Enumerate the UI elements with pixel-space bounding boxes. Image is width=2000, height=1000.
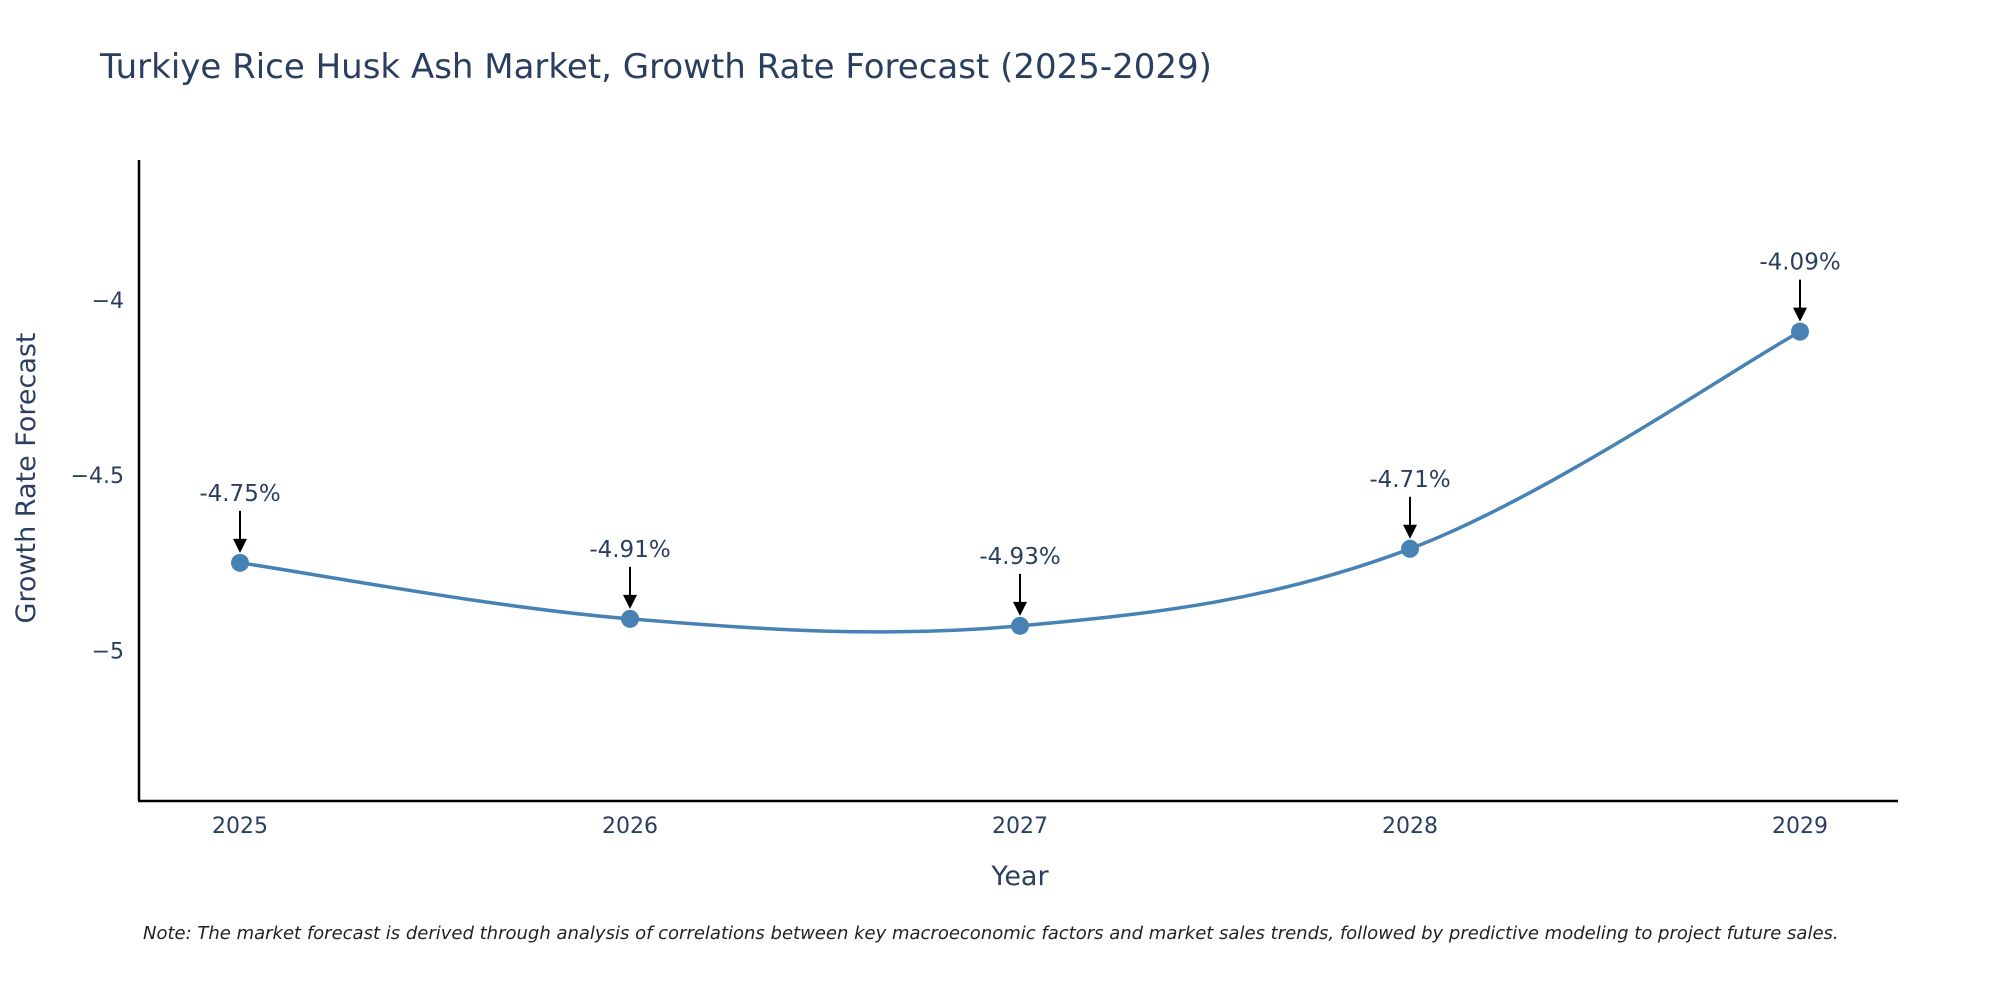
annotation-arrowhead: [1793, 307, 1807, 322]
x-tick-label: 2027: [992, 814, 1048, 839]
data-point[interactable]: [1011, 616, 1029, 635]
annotation-arrowhead: [233, 538, 247, 553]
data-label: -4.91%: [589, 537, 670, 563]
y-tick-labels: −4 −4.5 −5: [71, 289, 124, 664]
x-axis-title: Year: [990, 861, 1049, 892]
axes: [137, 160, 1898, 803]
annotation-arrowhead: [1403, 524, 1417, 539]
x-tick-label: 2029: [1772, 814, 1828, 839]
data-point[interactable]: [1401, 539, 1419, 558]
footnote: Note: The market forecast is derived thr…: [143, 923, 1839, 944]
data-point[interactable]: [1791, 322, 1809, 341]
y-axis-title: Growth Rate Forecast: [11, 332, 42, 623]
series-line: [239, 330, 1801, 634]
x-tick-label: 2026: [602, 814, 658, 839]
data-label: -4.71%: [1369, 467, 1450, 493]
data-label: -4.93%: [979, 544, 1060, 570]
chart-title: Turkiye Rice Husk Ash Market, Growth Rat…: [99, 47, 1212, 87]
data-label: -4.75%: [199, 481, 280, 507]
y-tick-label: −4: [92, 289, 124, 314]
data-point[interactable]: [621, 609, 639, 628]
data-label: -4.09%: [1759, 250, 1840, 276]
annotation-arrowhead: [1013, 601, 1027, 616]
annotations: -4.75% -4.91% -4.93% -4.71% -4.09%: [199, 250, 1841, 616]
x-tick-labels: 2025 2026 2027 2028 2029: [212, 814, 1828, 839]
y-tick-label: −4.5: [71, 464, 124, 489]
data-point[interactable]: [231, 553, 249, 572]
series-layer: [231, 322, 1809, 635]
y-tick-label: −5: [92, 639, 124, 664]
annotation-arrowhead: [623, 594, 637, 609]
x-tick-label: 2028: [1382, 814, 1438, 839]
x-tick-label: 2025: [212, 814, 268, 839]
